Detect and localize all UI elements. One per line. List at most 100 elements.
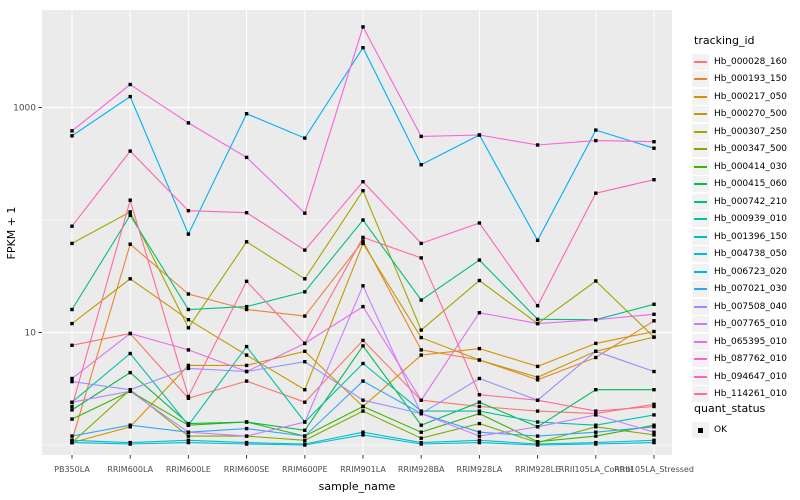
data-point	[594, 409, 598, 413]
legend-key	[692, 53, 709, 70]
data-point	[652, 302, 656, 306]
data-point	[535, 321, 540, 326]
data-point	[244, 240, 249, 244]
data-point	[303, 248, 307, 252]
legend-key-line	[694, 358, 707, 361]
x-tick-label: RRIM600LA	[107, 465, 153, 474]
x-tick-label: RRIM901LA	[340, 465, 386, 474]
legend-item-label: Hb_087762_010	[714, 354, 788, 365]
legend-key	[692, 193, 709, 210]
data-point	[361, 430, 365, 434]
data-point	[303, 420, 307, 424]
data-point	[652, 433, 656, 437]
x-tick-label: RRIM600LE	[166, 465, 211, 474]
data-point	[419, 423, 423, 427]
data-point	[128, 370, 132, 375]
data-point	[419, 298, 423, 302]
legend-key	[692, 141, 709, 158]
data-point	[303, 360, 307, 364]
data-point	[535, 443, 540, 447]
data-point	[419, 335, 423, 340]
data-point	[70, 404, 74, 409]
legend-item-Hb_004738_050: Hb_004738_050	[686, 246, 798, 264]
data-point	[128, 82, 132, 87]
legend-item-label: Hb_114261_010	[714, 389, 788, 400]
legend-key	[692, 246, 709, 263]
data-point	[186, 366, 191, 371]
data-point	[186, 209, 191, 213]
legend-item-label: Hb_000742_210	[714, 196, 788, 207]
data-point	[186, 318, 191, 322]
data-point	[594, 349, 598, 353]
data-point	[70, 417, 74, 421]
legend-item-label: Hb_007765_010	[714, 319, 788, 330]
x-tick-label: RRIM928BA	[398, 465, 445, 474]
data-point	[652, 140, 656, 144]
y-tick-label: 1000	[13, 104, 36, 114]
data-point	[419, 163, 423, 167]
legend-key-line	[694, 305, 707, 308]
legend-key-line	[694, 288, 707, 291]
data-point	[652, 319, 656, 323]
legend-key-line	[694, 183, 707, 186]
data-point	[594, 442, 598, 446]
data-point	[652, 413, 656, 417]
legend-key-line	[694, 393, 707, 396]
legend-key	[692, 211, 709, 228]
data-point	[361, 25, 365, 29]
data-point	[652, 440, 656, 445]
legend-key-line	[694, 375, 707, 378]
data-point	[128, 442, 132, 446]
data-point	[244, 363, 249, 368]
data-point	[303, 314, 307, 318]
data-point	[128, 242, 132, 246]
data-point	[477, 221, 482, 225]
data-point	[303, 400, 307, 404]
data-point	[419, 411, 423, 416]
data-point	[477, 278, 482, 283]
legend-item-label: Hb_000939_010	[714, 214, 788, 225]
data-point	[477, 358, 482, 362]
legend-key-line	[694, 235, 707, 238]
data-point	[477, 400, 482, 404]
data-point	[419, 134, 423, 139]
data-point	[186, 423, 191, 427]
legend-item-label: Hb_007021_030	[714, 284, 788, 295]
data-point	[128, 331, 132, 336]
x-axis-title: sample_name	[319, 480, 396, 493]
data-point	[594, 138, 598, 143]
data-point	[303, 290, 307, 294]
legend-item-Hb_094647_010: Hb_094647_010	[686, 368, 798, 386]
data-point	[70, 307, 74, 312]
legend-key-line	[694, 270, 707, 273]
data-point	[303, 388, 307, 392]
legend-key-point	[698, 427, 703, 433]
data-point	[244, 442, 249, 446]
data-point	[419, 328, 423, 332]
data-point	[70, 134, 74, 138]
data-point	[70, 400, 74, 404]
data-point	[186, 434, 191, 438]
legend-item-Hb_000414_030: Hb_000414_030	[686, 158, 798, 176]
legend-item-Hb_007508_040: Hb_007508_040	[686, 298, 798, 316]
data-point	[303, 277, 307, 281]
data-point	[477, 421, 482, 426]
data-point	[535, 317, 540, 321]
legend-item-Hb_000270_500: Hb_000270_500	[686, 106, 798, 124]
data-point	[244, 307, 249, 312]
data-point	[244, 155, 249, 160]
legend-key	[692, 123, 709, 140]
legend-item-label: Hb_000217_050	[714, 91, 788, 102]
data-point	[186, 326, 191, 330]
data-point	[70, 241, 74, 246]
data-point	[361, 409, 365, 413]
legend-key	[692, 333, 709, 350]
legend-key-line	[694, 148, 707, 151]
data-point	[128, 198, 132, 202]
data-point	[244, 420, 249, 424]
legend-key	[692, 281, 709, 298]
data-point	[652, 329, 656, 334]
legend-key	[692, 421, 709, 438]
